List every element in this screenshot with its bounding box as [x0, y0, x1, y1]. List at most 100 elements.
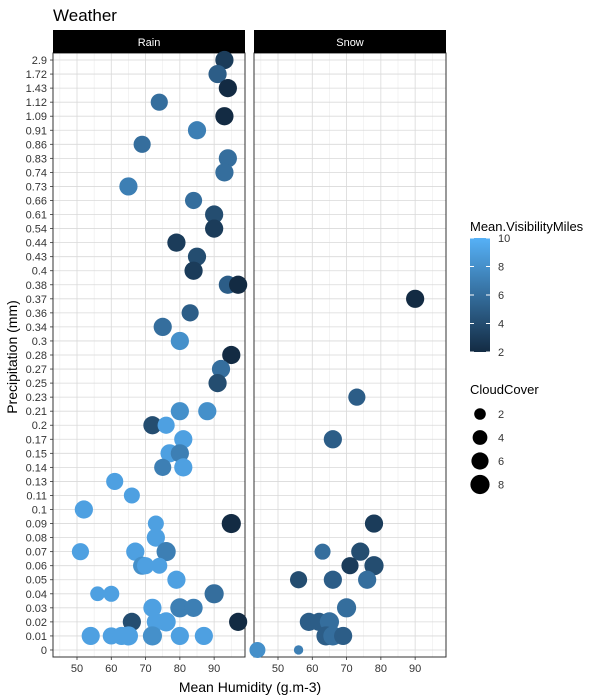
data-point — [205, 205, 224, 224]
y-tick-label: 0.07 — [26, 547, 47, 559]
size-legend-key — [471, 452, 489, 470]
data-point — [205, 219, 224, 238]
y-tick-label: 0.05 — [26, 575, 47, 587]
color-legend-label: 2 — [498, 347, 504, 359]
data-point — [174, 458, 193, 477]
y-tick-label: 0.15 — [26, 448, 47, 460]
y-tick-label: 0.1 — [32, 505, 47, 517]
color-legend-label: 8 — [498, 262, 504, 274]
data-point — [118, 626, 139, 646]
color-legend: Mean.VisibilityMiles 2 4 6 8 10 — [470, 219, 584, 359]
facet-strip-label: Rain — [138, 37, 161, 49]
data-point — [156, 612, 176, 632]
points-snow — [249, 289, 425, 658]
data-point — [348, 388, 366, 406]
data-point — [150, 93, 168, 111]
data-point — [90, 586, 105, 602]
y-tick-label: 0.06 — [26, 561, 47, 573]
data-point — [351, 542, 370, 561]
y-tick-label: 0.3 — [32, 336, 47, 348]
y-axis-label: Precipitation (mm) — [4, 300, 20, 414]
x-tick-label: 90 — [208, 663, 220, 675]
data-point — [136, 557, 155, 575]
data-point — [147, 515, 164, 532]
y-tick-label: 0.02 — [26, 617, 47, 629]
size-legend-label: 4 — [498, 433, 504, 445]
data-point — [103, 585, 120, 602]
data-point — [218, 149, 237, 168]
data-point — [167, 233, 186, 252]
data-point — [341, 557, 359, 575]
y-tick-label: 0.17 — [26, 434, 47, 446]
data-point — [170, 444, 189, 463]
data-point — [156, 542, 176, 562]
x-tick-label: 70 — [139, 663, 151, 675]
data-point — [293, 645, 304, 655]
data-point — [81, 626, 100, 646]
y-tick-label: 0.36 — [26, 308, 47, 320]
x-tick-label: 70 — [340, 663, 352, 675]
data-point — [170, 331, 189, 351]
data-point — [204, 584, 224, 604]
data-point — [208, 64, 227, 84]
data-point — [249, 641, 266, 658]
facet-panel-snow: Snow 50 60 70 80 90 — [249, 30, 447, 675]
data-point — [170, 598, 190, 618]
data-point — [123, 487, 140, 504]
data-point — [153, 317, 172, 337]
data-point — [215, 50, 234, 70]
size-legend-key — [472, 430, 488, 445]
data-point — [323, 570, 342, 589]
facet-strip — [254, 30, 446, 53]
x-tick-label: 90 — [409, 663, 421, 675]
x-axis-label: Mean Humidity (g.m-3) — [179, 679, 321, 695]
color-legend-label: 10 — [498, 233, 510, 245]
y-tick-label: 0.54 — [26, 224, 47, 236]
y-tick-label: 0.43 — [26, 252, 47, 264]
data-point — [323, 430, 342, 449]
data-point — [221, 513, 241, 534]
data-point — [215, 163, 234, 182]
chart-title: Weather — [53, 6, 117, 25]
data-point — [222, 345, 241, 365]
y-tick-label: 0.03 — [26, 603, 47, 615]
data-point — [218, 79, 237, 98]
y-tick-label: 2.9 — [32, 55, 47, 67]
y-tick-label: 0.01 — [26, 631, 47, 643]
y-tick-label: 0.04 — [26, 589, 47, 601]
data-point — [154, 458, 172, 476]
data-point — [336, 598, 357, 618]
data-point — [151, 557, 168, 574]
size-legend-label: 2 — [498, 409, 504, 421]
y-tick-label: 0.23 — [26, 392, 47, 404]
facet-panel-rain: Rain 50 60 70 80 90 — [52, 30, 248, 675]
data-point — [314, 543, 331, 560]
data-point — [71, 543, 90, 561]
data-point — [215, 107, 234, 126]
color-legend-title: Mean.VisibilityMiles — [470, 219, 584, 234]
x-tick-label: 60 — [306, 663, 318, 675]
data-point — [143, 416, 162, 435]
data-point — [167, 570, 186, 589]
y-tick-label: 0.34 — [26, 322, 47, 334]
data-point — [119, 177, 138, 196]
data-point — [157, 416, 175, 434]
color-legend-bar — [470, 238, 490, 352]
y-tick-label: 0.13 — [26, 476, 47, 488]
x-tick-label: 80 — [174, 663, 186, 675]
data-point — [126, 542, 145, 561]
data-point — [187, 247, 207, 266]
data-point — [198, 402, 217, 421]
y-tick-label: 0.66 — [26, 195, 47, 207]
data-point — [184, 191, 203, 210]
x-tick-label: 60 — [105, 663, 117, 675]
y-tick-label: 0.09 — [26, 519, 47, 531]
size-legend: CloudCover 2 4 6 8 — [470, 382, 539, 495]
y-tick-label: 0 — [41, 645, 47, 657]
data-point — [211, 359, 231, 379]
y-tick-label: 0.11 — [26, 490, 47, 502]
y-tick-label: 0.21 — [26, 406, 47, 418]
y-tick-label: 0.14 — [26, 462, 47, 474]
data-point — [358, 570, 377, 589]
